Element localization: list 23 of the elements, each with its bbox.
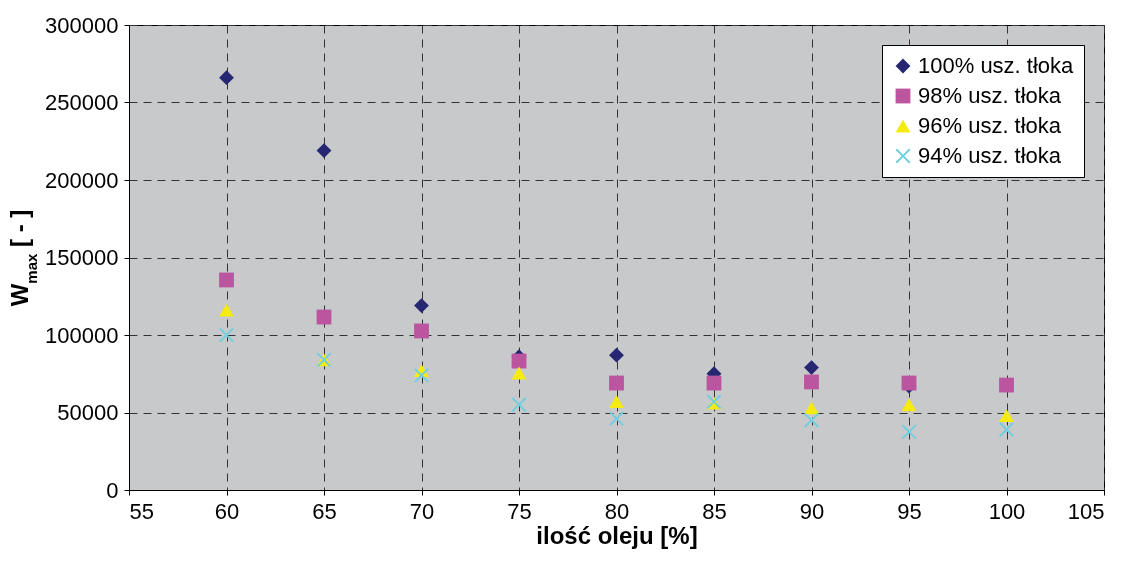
x-tick-label: 60 <box>214 498 240 524</box>
x-tick-label: 90 <box>799 498 825 524</box>
legend-label: 94% usz. tłoka <box>918 143 1062 168</box>
y-tick-label: 250000 <box>45 90 119 115</box>
y-tick-label: 100000 <box>45 322 119 348</box>
legend-label: 100% usz. tłoka <box>918 53 1075 78</box>
legend-label: 98% usz. tłoka <box>918 83 1062 108</box>
y-tick-label: 50000 <box>57 400 119 425</box>
x-tick-label: 75 <box>507 498 532 524</box>
x-tick-label: 55 <box>129 498 154 524</box>
y-tick-label: 300000 <box>45 12 119 38</box>
legend-label: 96% usz. tłoka <box>918 113 1062 138</box>
y-tick-label: 0 <box>106 477 119 503</box>
x-tick-label: 80 <box>604 498 630 524</box>
x-tick-label: 70 <box>409 498 435 524</box>
x-tick-label: 105 <box>1067 498 1105 524</box>
x-tick-label: 65 <box>312 498 337 524</box>
y-tick-label: 200000 <box>45 167 119 193</box>
x-tick-label: 100 <box>988 498 1026 524</box>
y-tick-label: 150000 <box>45 245 119 270</box>
x-tick-label: 95 <box>897 498 922 524</box>
x-axis-title: ilość oleju [%] <box>536 521 698 549</box>
x-tick-label: 85 <box>702 498 727 524</box>
